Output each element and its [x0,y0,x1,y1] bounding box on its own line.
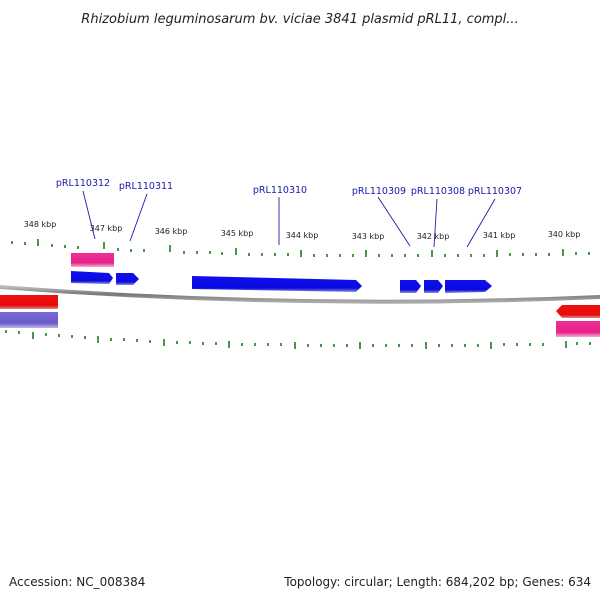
gene-feature-blue[interactable] [445,280,492,293]
inner-tick-ring [5,330,591,349]
gene-feature-blue[interactable] [116,273,139,285]
gene-feature-red[interactable] [0,295,58,309]
reverse-features [0,295,600,337]
gene-feature-blue[interactable] [71,271,113,284]
tick-labels: 348 kbp 347 kbp 346 kbp 345 kbp 344 kbp … [24,220,581,241]
gene-label-leaders [82,190,496,248]
gene-label-prl110310[interactable]: pRL110310 [253,185,307,196]
gene-label-prl110311[interactable]: pRL110311 [119,181,173,192]
leader-line [433,198,438,248]
gene-label-prl110308[interactable]: pRL110308 [411,186,465,197]
accession-text: Accession: NC_008384 [9,575,145,589]
gene-label-prl110307[interactable]: pRL110307 [468,186,522,197]
gene-feature-blue[interactable] [400,280,421,293]
tick-label: 340 kbp [548,230,581,239]
tick-label: 341 kbp [483,231,516,240]
gene-feature-pink[interactable] [71,253,114,267]
gene-feature-purple[interactable] [0,312,58,328]
leader-line [377,196,411,247]
inner-minor-ticks [5,330,591,347]
outer-minor-ticks [11,241,590,257]
leader-line [82,190,96,240]
leader-line [466,198,496,248]
tick-label: 344 kbp [286,231,319,240]
tick-label: 346 kbp [155,227,188,236]
gene-feature-red[interactable] [556,305,600,318]
gene-label-prl110312[interactable]: pRL110312 [56,178,110,189]
gene-feature-pink[interactable] [556,321,600,337]
gene-feature-blue[interactable] [192,276,362,292]
genome-summary-text: Topology: circular; Length: 684,202 bp; … [283,575,591,589]
leader-line [129,193,148,242]
outer-major-ticks [37,239,564,257]
gene-label-prl110309[interactable]: pRL110309 [352,186,406,197]
gene-labels: pRL110312 pRL110311 pRL110310 pRL110309 … [56,178,522,197]
backbone-arc [0,285,600,304]
forward-features [71,253,492,293]
outer-tick-ring [11,239,590,257]
tick-label: 342 kbp [417,232,450,241]
gene-feature-blue[interactable] [424,280,443,293]
tick-label: 347 kbp [90,224,123,233]
inner-major-ticks [32,332,567,349]
tick-label: 345 kbp [221,229,254,238]
map-title: Rhizobium leguminosarum bv. viciae 3841 … [81,12,518,27]
tick-label: 343 kbp [352,232,385,241]
tick-label: 348 kbp [24,220,57,229]
